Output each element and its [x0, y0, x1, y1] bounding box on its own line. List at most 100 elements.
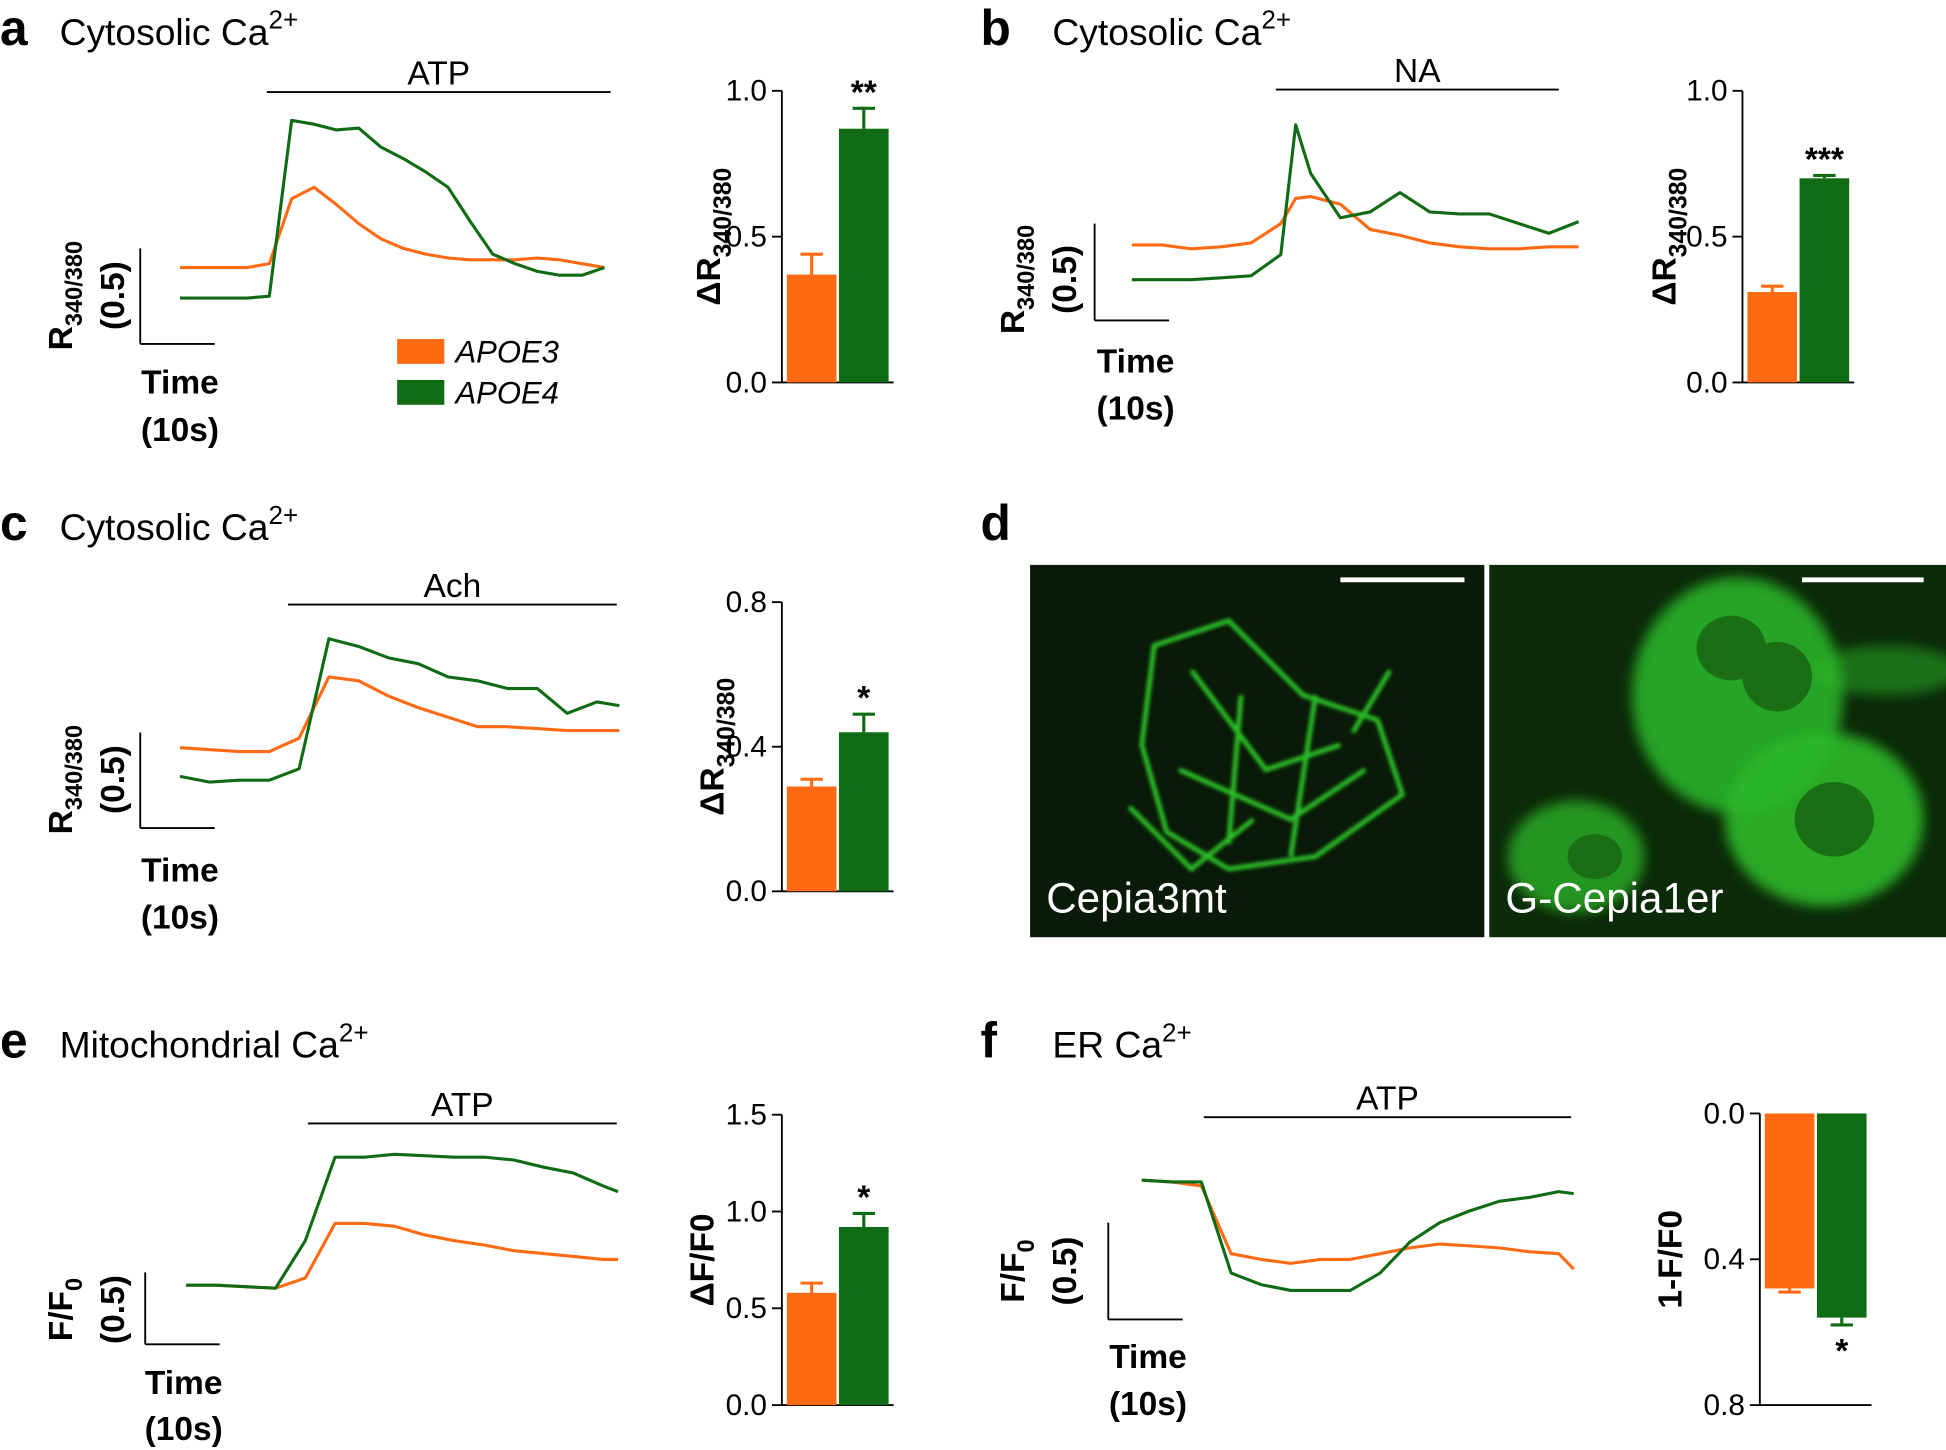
y-tick-label: 0.0: [726, 366, 767, 399]
y-axis-title-main: ΔF/F0: [685, 1213, 722, 1306]
y-tick-label: 0.4: [1704, 1243, 1745, 1276]
scale-x-title: Time: [1097, 344, 1175, 381]
y-axis-title-sub: 340/380: [714, 678, 741, 768]
scale-y-title-sub: 340/380: [61, 725, 87, 810]
panel-title: Cytosolic Ca2+: [1052, 5, 1291, 53]
scale-y-title-sub: 0: [61, 1278, 87, 1291]
trace-line: [179, 675, 620, 754]
scale-x-title: Time: [141, 852, 219, 889]
panel-title-main: Mitochondrial Ca: [60, 1024, 340, 1066]
y-tick-label: 0.5: [1686, 221, 1727, 254]
y-tick-label: 1.0: [726, 75, 767, 108]
bar: [838, 1226, 889, 1406]
mito-network: [1127, 617, 1406, 873]
y-tick-label: 1.0: [726, 1195, 767, 1228]
trace-line: [1141, 1178, 1574, 1292]
scale-y-title-sub: 340/380: [1013, 225, 1039, 310]
panel-title-main: Cytosolic Ca: [60, 506, 269, 548]
trace-line: [1131, 195, 1579, 251]
panel-title-main: ER Ca: [1052, 1024, 1162, 1066]
error-bar: [1830, 1317, 1853, 1327]
bar: [1816, 1113, 1867, 1318]
scale-x-label: (10s): [1109, 1386, 1187, 1423]
significance: *: [857, 680, 870, 717]
scale-y-title: R340/380: [43, 241, 87, 350]
bar: [786, 274, 837, 383]
error-bar: [852, 106, 875, 129]
scale-x-label: (10s): [141, 900, 219, 937]
scale-y-title-sub: 340/380: [61, 241, 87, 326]
y-axis-title-main: ΔR: [691, 257, 728, 305]
image-bg: [1030, 564, 1485, 938]
significance: **: [851, 74, 877, 111]
y-axis-title: 1-F/F0: [1653, 1210, 1690, 1309]
stimulus-label: ATP: [407, 56, 470, 93]
legend-label: APOE4: [453, 376, 558, 411]
panel-title-sup: 2+: [268, 500, 298, 530]
y-axis-title-main: ΔR: [1646, 257, 1683, 305]
error-bar: [852, 1211, 875, 1227]
legend-swatch: [397, 339, 445, 364]
scale-y-label: (0.5): [1047, 245, 1084, 314]
error-bar: [1813, 173, 1836, 179]
trace-line: [179, 118, 605, 300]
error-bar: [800, 252, 823, 275]
image-label: G-Cepia1er: [1505, 874, 1723, 921]
y-axis-title-sub: 340/380: [710, 168, 737, 258]
y-axis-title: ΔR340/380: [691, 168, 737, 306]
y-tick-label: 0.0: [726, 1389, 767, 1422]
scale-x-title: Time: [1109, 1339, 1187, 1376]
error-bar: [800, 777, 823, 787]
y-tick-label: 0.4: [726, 731, 767, 764]
significance: *: [857, 1179, 870, 1216]
y-axis-title-main: ΔR: [695, 767, 732, 815]
trace-line: [1131, 123, 1580, 282]
panel-title-sup: 2+: [1162, 1017, 1192, 1047]
panel-letter: c: [0, 495, 28, 551]
y-axis-title: ΔR340/380: [1646, 168, 1692, 306]
scale-x-label: (10s): [145, 1411, 223, 1448]
y-axis-title: ΔR340/380: [695, 678, 741, 816]
legend-label: APOE3: [453, 335, 558, 370]
panel-letter: b: [980, 0, 1010, 56]
panel-title-main: Cytosolic Ca: [60, 11, 269, 53]
panel-title-main: Cytosolic Ca: [1052, 11, 1261, 53]
trace-line: [186, 1152, 619, 1290]
scale-y-label: (0.5): [95, 745, 132, 814]
bar: [786, 786, 837, 892]
scale-y-label: (0.5): [1047, 1237, 1084, 1306]
error-bar: [1761, 284, 1784, 293]
nuclei: [1567, 615, 1875, 879]
scale-y-title-main: R: [43, 810, 80, 834]
scale-x-label: (10s): [1096, 391, 1174, 428]
significance: *: [1835, 1333, 1848, 1370]
panel-letter: a: [0, 0, 28, 56]
panel-title-sup: 2+: [268, 5, 298, 35]
y-tick-label: 0.0: [1686, 366, 1727, 399]
y-tick-label: 1.5: [726, 1099, 767, 1132]
bar: [838, 128, 889, 383]
legend-swatch: [397, 379, 445, 405]
scale-y-title-sub: 0: [1013, 1239, 1039, 1252]
stimulus-label: ATP: [1356, 1081, 1419, 1118]
scale-x-label: (10s): [141, 412, 219, 449]
panel-title: Cytosolic Ca2+: [60, 500, 299, 548]
trace-line: [186, 1221, 619, 1290]
y-axis-title-main: 1-F/F0: [1653, 1210, 1690, 1309]
scale-y-title-main: R: [43, 326, 80, 350]
y-axis-title: ΔF/F0: [685, 1213, 722, 1306]
y-tick-label: 1.0: [1686, 75, 1727, 108]
image-label: Cepia3mt: [1046, 874, 1227, 921]
panel-title: ER Ca2+: [1052, 1017, 1191, 1065]
y-axis-title-sub: 340/380: [1666, 168, 1693, 258]
trace-line: [1141, 1178, 1575, 1271]
bar: [786, 1292, 837, 1406]
error-bar: [1778, 1288, 1801, 1294]
scale-y-title-main: R: [995, 310, 1032, 334]
scale-y-title: F/F0: [43, 1278, 87, 1341]
scale-y-label: (0.5): [95, 261, 132, 330]
scale-x-title: Time: [141, 365, 219, 402]
y-tick-label: 0.0: [726, 875, 767, 908]
stimulus-label: Ach: [424, 568, 482, 605]
